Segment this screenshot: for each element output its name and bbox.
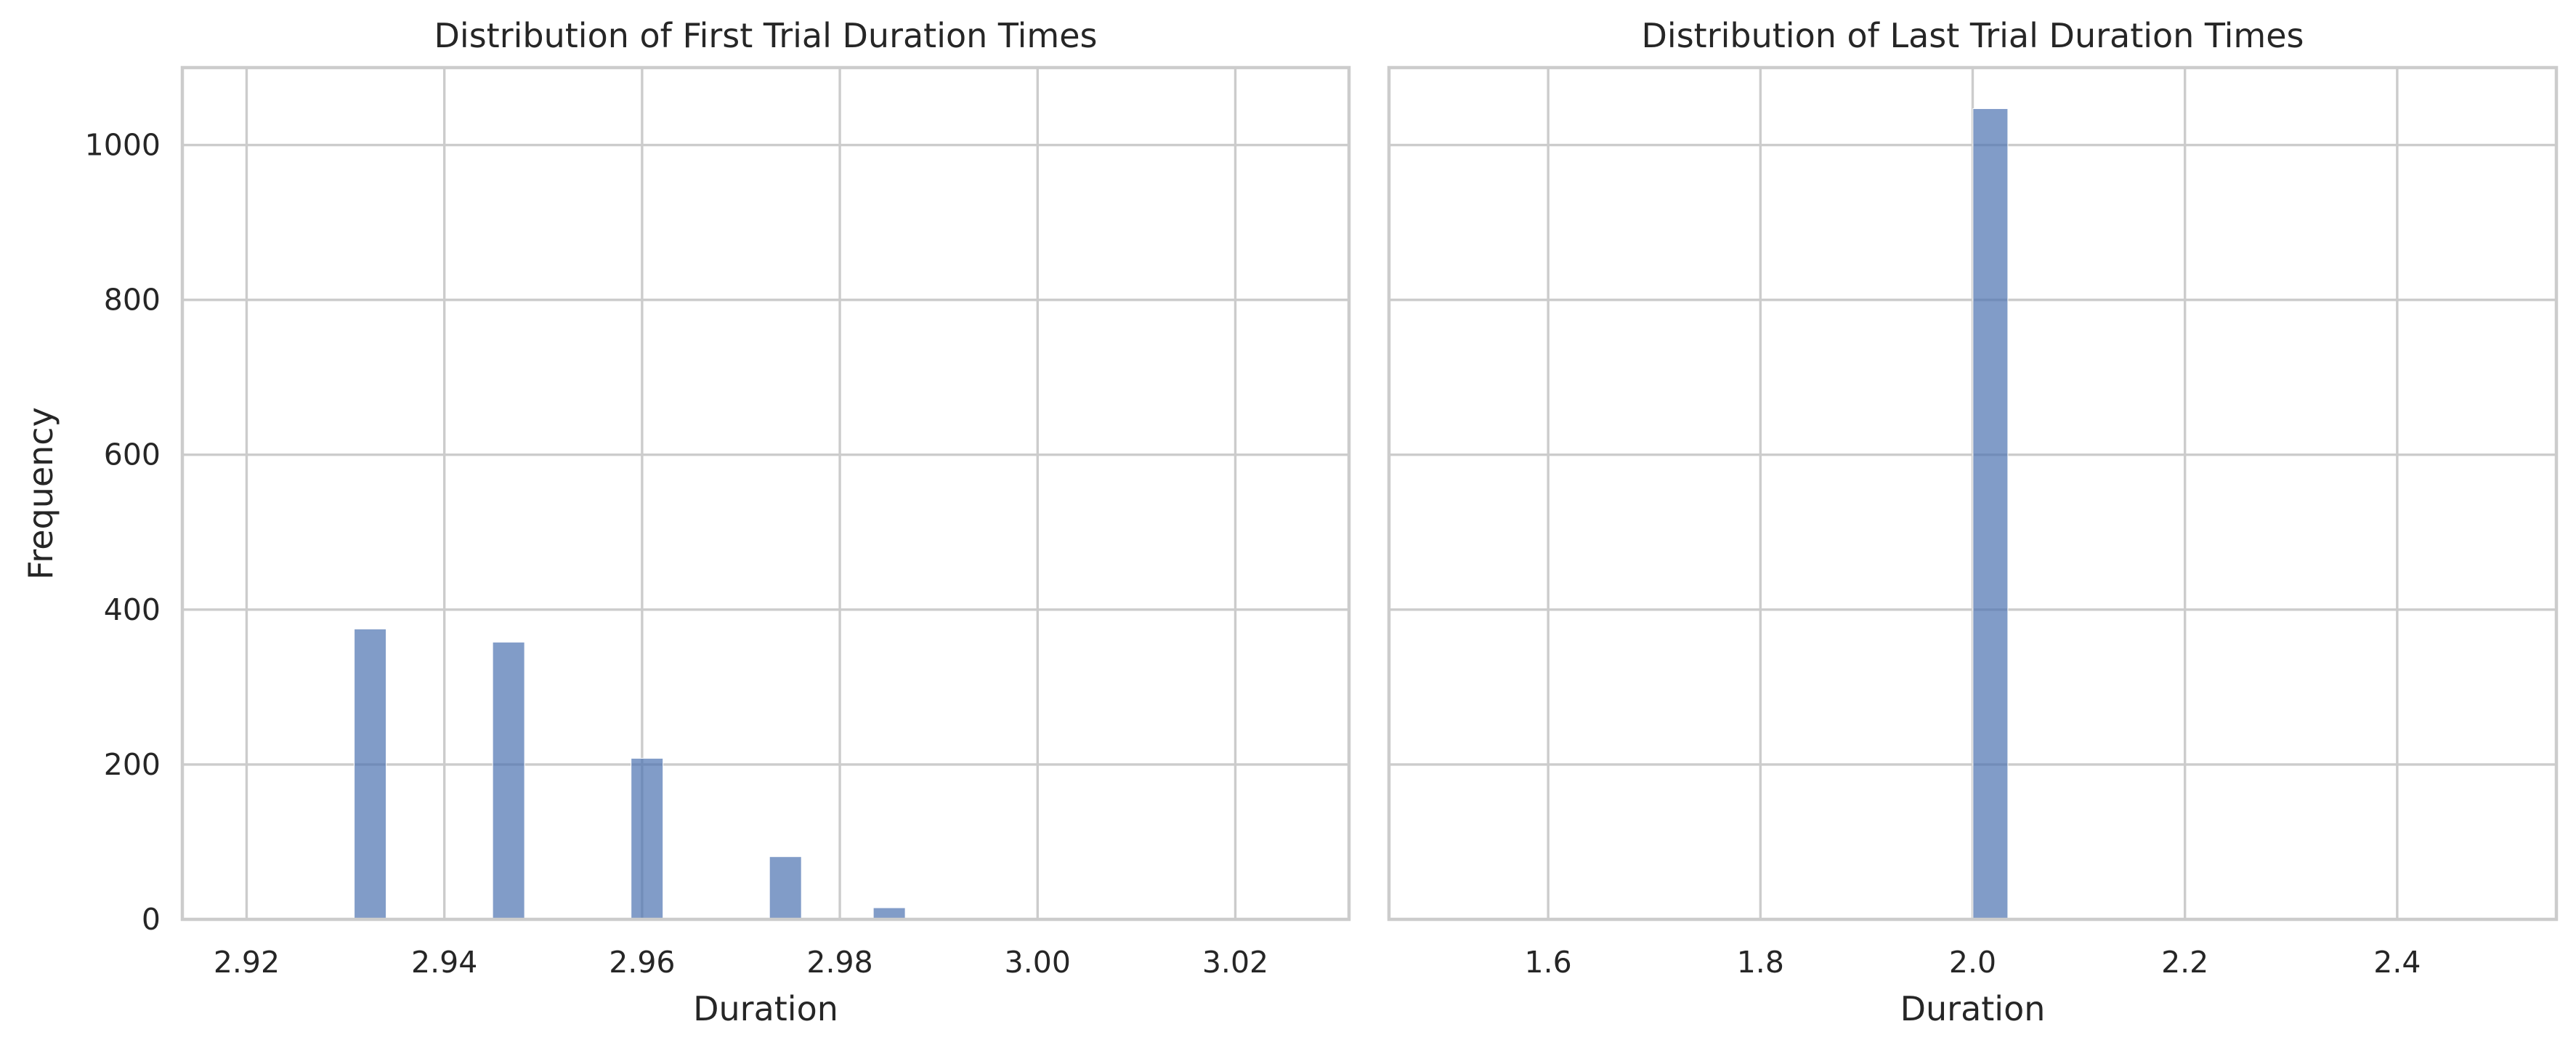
first-trial-chart-title: Distribution of First Trial Duration Tim… xyxy=(434,16,1098,55)
first-trial-xtick-label: 2.96 xyxy=(609,945,675,980)
last-trial-plot-frame xyxy=(1387,65,2559,922)
first-trial-panel: 2.92 2.94 2.96 2.98 3.00 3.02 0 200 400 600 800 100… xyxy=(21,16,1351,1028)
last-trial-xtick-label: 1.8 xyxy=(1737,945,1784,980)
first-trial-bar xyxy=(492,642,525,920)
first-trial-bar xyxy=(769,856,802,920)
last-trial-xtick-label: 2.4 xyxy=(2373,945,2421,980)
first-trial-xtick-label: 2.98 xyxy=(806,945,872,980)
first-trial-xtick-label: 2.94 xyxy=(411,945,477,980)
last-trial-x-axis-label: Duration xyxy=(1900,989,2046,1028)
first-trial-y-axis-label: Frequency xyxy=(21,407,60,580)
first-trial-x-axis-label: Duration xyxy=(693,989,838,1028)
first-trial-bar xyxy=(631,757,664,920)
first-trial-bar xyxy=(354,628,387,920)
last-trial-bar xyxy=(1972,108,2009,920)
last-trial-panel: 1.6 1.8 2.0 2.2 2.4 Distribution of Last Tria… xyxy=(1387,16,2559,1028)
first-trial-ytick-label: 0 xyxy=(142,902,161,937)
first-trial-xtick-label: 3.00 xyxy=(1005,945,1071,980)
last-trial-xtick-label: 1.6 xyxy=(1525,945,1572,980)
first-trial-ytick-label: 600 xyxy=(104,438,161,472)
first-trial-plot-frame xyxy=(180,65,1351,922)
first-trial-bar xyxy=(872,907,906,920)
first-trial-ytick-label: 800 xyxy=(104,283,161,318)
first-trial-xtick-label: 3.02 xyxy=(1202,945,1268,980)
last-trial-xtick-label: 2.2 xyxy=(2161,945,2208,980)
last-trial-xtick-label: 2.0 xyxy=(1949,945,1996,980)
last-trial-chart-title: Distribution of Last Trial Duration Time… xyxy=(1642,16,2304,55)
first-trial-ytick-label: 400 xyxy=(104,592,161,627)
first-trial-xtick-label: 2.92 xyxy=(214,945,280,980)
first-trial-ytick-label: 1000 xyxy=(85,128,161,163)
first-trial-ytick-label: 200 xyxy=(104,747,161,782)
